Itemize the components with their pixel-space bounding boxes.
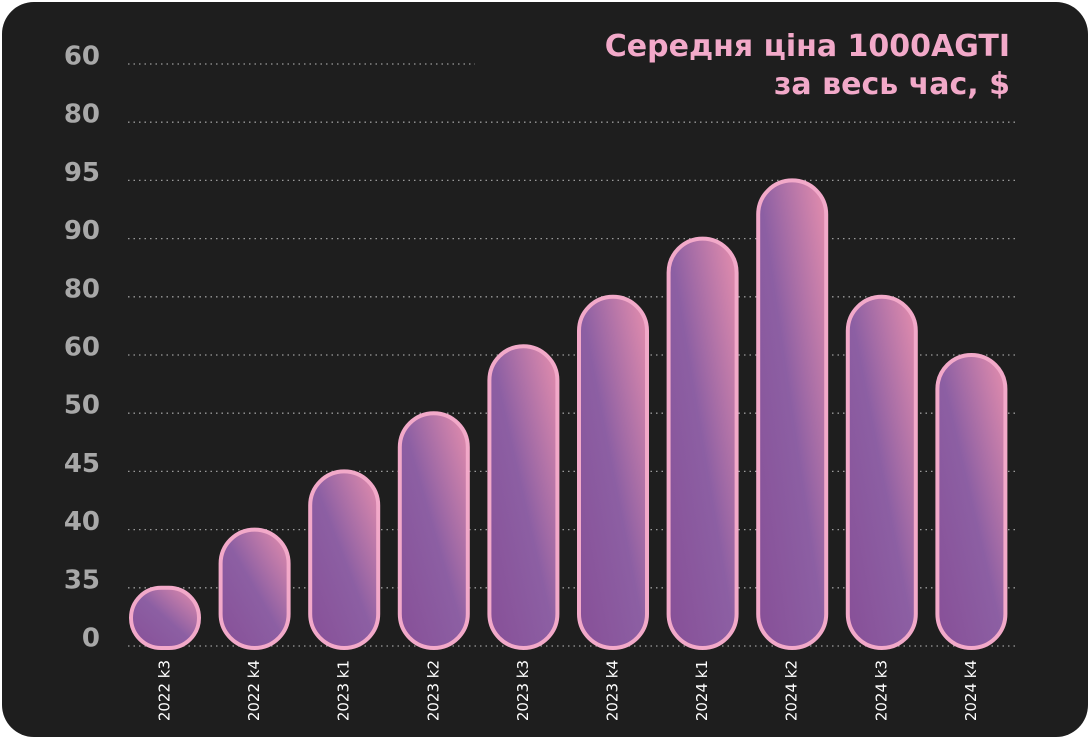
y-tick-label: 80 [64, 100, 100, 130]
y-tick-label: 90 [64, 216, 100, 246]
bar [935, 353, 1008, 650]
x-tick-label: 2023 k2 [424, 660, 442, 721]
x-tick-label: 2024 k3 [872, 660, 890, 721]
x-tick-label: 2022 k4 [245, 660, 263, 721]
y-tick-label: 50 [64, 391, 100, 421]
bar [129, 585, 201, 650]
y-tick-label: 35 [64, 565, 100, 595]
bar [487, 344, 560, 650]
x-tick-label: 2023 k4 [604, 660, 622, 721]
x-tick-label: 2023 k3 [514, 660, 532, 721]
y-tick-label: 0 [82, 624, 100, 654]
x-tick-label: 2024 k4 [962, 660, 980, 721]
bar [577, 294, 649, 650]
bar [308, 469, 381, 650]
bar [218, 527, 291, 650]
x-tick-label: 2024 k1 [693, 660, 711, 721]
bar [666, 236, 739, 650]
chart-title: Середня ціна 1000AGTI [605, 29, 1010, 64]
bar [756, 178, 829, 650]
y-tick-label: 80 [64, 274, 100, 304]
y-tick-label: 60 [64, 42, 100, 72]
x-tick-label: 2024 k2 [783, 660, 801, 721]
bar [397, 411, 470, 651]
y-tick-label: 45 [64, 449, 100, 479]
bar [845, 294, 918, 650]
y-tick-label: 40 [64, 507, 100, 537]
chart-title: за весь час, $ [774, 67, 1010, 102]
y-tick-label: 60 [64, 333, 100, 363]
y-tick-label: 95 [64, 158, 100, 188]
x-tick-label: 2022 k3 [156, 660, 174, 721]
x-tick-label: 2023 k1 [335, 660, 353, 721]
